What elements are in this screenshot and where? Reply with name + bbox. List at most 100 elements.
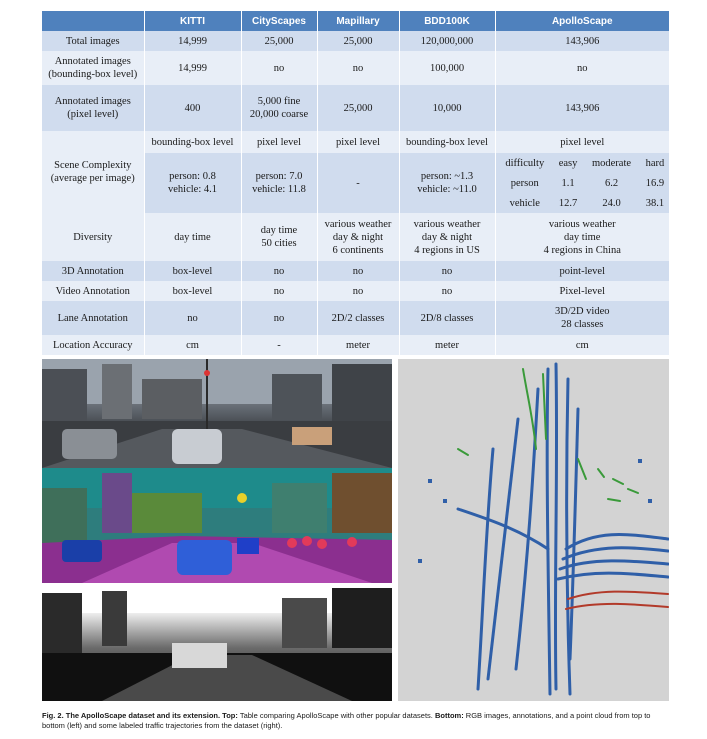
caption-text-top: Table comparing ApolloScape with other p… — [237, 711, 435, 720]
table-cell: 100,000 — [399, 51, 496, 85]
row-label: Diversity — [42, 213, 145, 261]
inner-cell: hard — [645, 157, 665, 169]
inner-cell: difficulty — [505, 157, 545, 169]
inner-cell: person — [510, 177, 539, 189]
apollo-complexity-table: difficulty easy moderate hard person 1.1… — [496, 153, 670, 213]
table-cell: various weather day & night 4 regions in… — [399, 213, 496, 261]
table-cell: 14,999 — [144, 31, 242, 51]
table-cell: various weather day & night 6 continents — [317, 213, 400, 261]
row-label: Annotated images (pixel level) — [42, 85, 145, 131]
header-bdd100k: BDD100K — [399, 11, 496, 31]
table-cell: no — [399, 281, 496, 301]
inner-cell: vehicle — [509, 197, 540, 209]
table-cell: 25,000 — [241, 31, 318, 51]
table-cell: 120,000,000 — [399, 31, 496, 51]
row-label: 3D Annotation — [42, 261, 145, 281]
table-row: Annotated images (bounding-box level) 14… — [42, 51, 669, 85]
caption-label: Fig. 2. The ApolloScape dataset and its … — [42, 711, 238, 720]
table-cell: pixel level — [317, 131, 400, 153]
table-row: Total images 14,999 25,000 25,000 120,00… — [42, 31, 669, 51]
table-cell: box-level — [144, 281, 242, 301]
table-cell: box-level — [144, 261, 242, 281]
table-cell: no — [399, 261, 496, 281]
inner-cell: 38.1 — [645, 197, 665, 209]
inner-cell: 6.2 — [604, 177, 619, 189]
table-cell: person: 7.0 vehicle: 11.8 — [241, 153, 318, 213]
row-label: Lane Annotation — [42, 301, 145, 335]
table-cell: 400 — [144, 85, 242, 131]
table-cell: 2D/2 classes — [317, 301, 400, 335]
trajectories-illustration — [418, 362, 669, 696]
table-cell: 25,000 — [317, 85, 400, 131]
table-cell: 143,906 — [495, 85, 669, 131]
inner-row: vehicle 12.7 24.0 38.1 — [496, 193, 670, 213]
segmentation-illustration — [42, 468, 392, 583]
table-cell: cm — [144, 335, 242, 355]
caption-label-bottom: Bottom: — [434, 711, 464, 720]
table-cell: - — [317, 153, 400, 213]
inner-cell: moderate — [591, 157, 632, 169]
inner-cell: 12.7 — [558, 197, 578, 209]
table-row: Scene Complexity (average per image) bou… — [42, 131, 669, 213]
header-apolloscape: ApolloScape — [495, 11, 669, 31]
header-cityscapes: CityScapes — [241, 11, 318, 31]
caption-text-bottom: RGB images, annotations, and a point clo… — [42, 711, 651, 730]
table-cell: - — [241, 335, 318, 355]
row-label: Scene Complexity (average per image) — [42, 131, 145, 213]
inner-cell: easy — [558, 157, 578, 169]
table-cell: 3D/2D video 28 classes — [495, 301, 669, 335]
table-cell: 10,000 — [399, 85, 496, 131]
table-cell: cm — [495, 335, 669, 355]
table-cell: 2D/8 classes — [399, 301, 496, 335]
table-cell: day time 50 cities — [241, 213, 318, 261]
table-header-row: KITTI CityScapes Mapillary BDD100K Apoll… — [42, 11, 669, 31]
table-cell: no — [144, 301, 242, 335]
table-cell: no — [317, 261, 400, 281]
inner-row: person 1.1 6.2 16.9 — [496, 173, 670, 193]
table-cell: bounding-box level — [399, 131, 496, 153]
inner-row: difficulty easy moderate hard — [496, 153, 670, 173]
table-cell: Pixel-level — [495, 281, 669, 301]
table-cell: 5,000 fine 20,000 coarse — [241, 85, 318, 131]
header-empty — [42, 11, 145, 31]
figure-caption: Fig. 2. The ApolloScape dataset and its … — [42, 711, 669, 731]
row-label: Annotated images (bounding-box level) — [42, 51, 145, 85]
table-cell: meter — [317, 335, 400, 355]
inner-cell: 16.9 — [645, 177, 665, 189]
table-row: Diversity day time day time 50 cities va… — [42, 213, 669, 261]
table-row: Location Accuracy cm - meter meter cm — [42, 335, 669, 355]
table-row: Video Annotation box-level no no no Pixe… — [42, 281, 669, 301]
table-cell: no — [241, 51, 318, 85]
table-cell: no — [317, 51, 400, 85]
depth-illustration — [42, 583, 392, 701]
row-label: Video Annotation — [42, 281, 145, 301]
table-cell: various weather day time 4 regions in Ch… — [495, 213, 669, 261]
segmentation-image — [42, 468, 392, 583]
table-cell: no — [241, 301, 318, 335]
table-cell: person: 0.8 vehicle: 4.1 — [144, 153, 242, 213]
inner-cell: 24.0 — [602, 197, 621, 209]
table-cell: no — [241, 281, 318, 301]
table-cell: bounding-box level — [144, 131, 242, 153]
row-label: Total images — [42, 31, 145, 51]
table-cell: pixel level — [495, 131, 669, 153]
table-row: person: 0.8 vehicle: 4.1 person: 7.0 veh… — [42, 153, 669, 213]
table-cell: 25,000 — [317, 31, 400, 51]
table-cell: no — [241, 261, 318, 281]
comparison-table: KITTI CityScapes Mapillary BDD100K Apoll… — [42, 11, 669, 355]
table-cell: 14,999 — [144, 51, 242, 85]
row-label: Location Accuracy — [42, 335, 145, 355]
header-kitti: KITTI — [144, 11, 242, 31]
table-cell: no — [317, 281, 400, 301]
trajectories-image — [398, 359, 669, 701]
table-cell: no — [495, 51, 669, 85]
table-cell: pixel level — [241, 131, 318, 153]
header-mapillary: Mapillary — [317, 11, 400, 31]
apollo-complexity-cell: difficulty easy moderate hard person 1.1… — [495, 153, 669, 213]
rgb-street-image — [42, 359, 392, 468]
depth-image — [42, 583, 392, 701]
table-row: Annotated images (pixel level) 400 5,000… — [42, 85, 669, 131]
table-cell: day time — [144, 213, 242, 261]
table-row: 3D Annotation box-level no no no point-l… — [42, 261, 669, 281]
table-cell: person: ~1.3 vehicle: ~11.0 — [399, 153, 496, 213]
